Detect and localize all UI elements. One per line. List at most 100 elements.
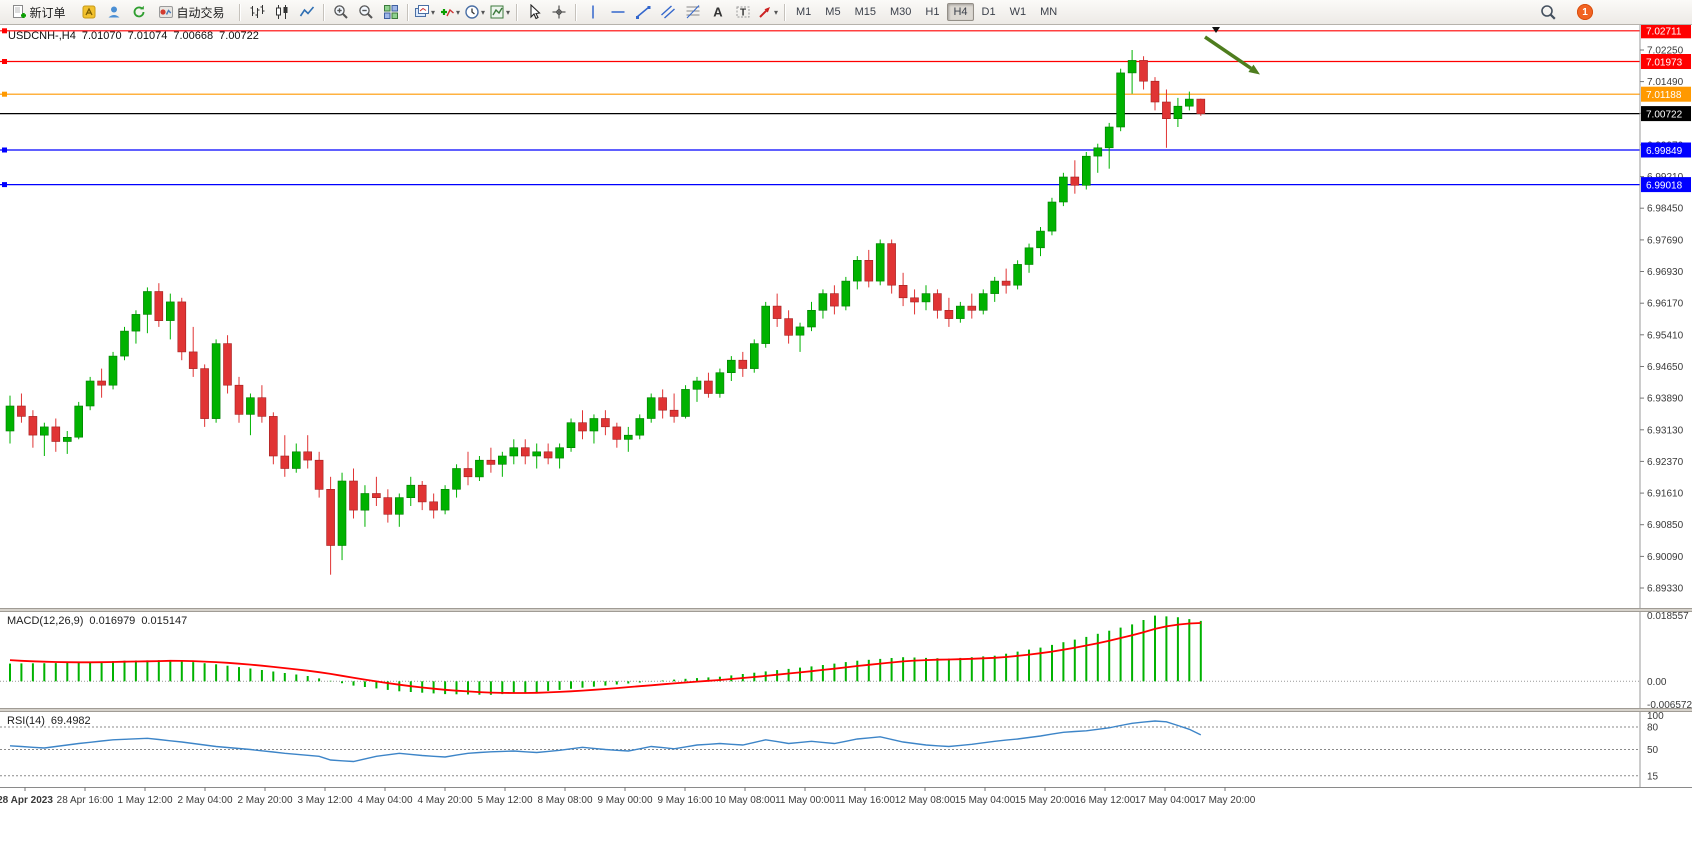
chart-canvas[interactable]: 7.022507.014907.007306.999706.992106.984… <box>0 25 1692 815</box>
new-order-button[interactable]: 新订单 <box>5 2 75 23</box>
timeframe-button-m30[interactable]: M30 <box>889 6 912 18</box>
notification-badge[interactable]: 1 <box>1577 4 1593 20</box>
price-level-label[interactable]: 6.99849 <box>1641 142 1691 158</box>
tile-windows-button[interactable] <box>379 2 402 23</box>
indicators-button[interactable]: ▾ <box>438 2 461 23</box>
rsi-value: 69.4982 <box>50 715 91 727</box>
macd-axis-label: 0.018557 <box>1647 611 1689 622</box>
timeframe-button-w1[interactable]: W1 <box>1009 6 1027 18</box>
crosshair-button[interactable] <box>547 2 570 23</box>
price-tick-label: 6.92370 <box>1647 457 1684 468</box>
chart-ohlc-title: USDCNH-,H4 7.01070 7.01074 7.00668 7.007… <box>8 30 259 42</box>
new-order-label: 新订单 <box>29 5 66 20</box>
svg-text:7.01973: 7.01973 <box>1646 57 1683 68</box>
bar-chart-button[interactable] <box>245 2 268 23</box>
cursor-button[interactable] <box>522 2 545 23</box>
svg-text:T: T <box>739 8 745 19</box>
line-chart-button[interactable] <box>295 2 318 23</box>
resistance-line[interactable] <box>0 28 1640 34</box>
line-handle[interactable] <box>2 182 7 188</box>
chart-low-value: 7.00668 <box>173 30 214 42</box>
toolbar-separator <box>516 3 517 21</box>
rsi-axis-label: 100 <box>1647 711 1664 722</box>
trend-arrow-annotation[interactable] <box>1204 35 1260 75</box>
timeframe-button-d1[interactable]: D1 <box>981 6 996 18</box>
macd-histogram <box>9 615 1202 695</box>
new-chart-button[interactable]: ▾ <box>413 2 436 23</box>
time-label: 9 May 00:00 <box>597 795 652 806</box>
refresh-button[interactable] <box>127 2 150 23</box>
time-label: 2 May 20:00 <box>237 795 292 806</box>
price-level-label[interactable]: 6.99018 <box>1641 177 1691 193</box>
fibonacci-button[interactable] <box>681 2 704 23</box>
price-level-label[interactable]: 7.02711 <box>1641 25 1691 39</box>
price-level-label[interactable]: 7.01188 <box>1641 86 1691 102</box>
bar-chart-icon <box>250 5 264 18</box>
pane-divider[interactable] <box>0 708 1692 712</box>
time-label: 11 May 00:00 <box>775 795 835 806</box>
line-handle[interactable] <box>2 59 7 64</box>
time-label: 10 May 08:00 <box>715 795 776 806</box>
svg-text:7.00722: 7.00722 <box>1646 109 1683 120</box>
search-button[interactable] <box>1537 2 1560 23</box>
level-line[interactable] <box>0 91 1640 97</box>
templates-button[interactable]: ▾ <box>488 2 511 23</box>
chart-shift-marker[interactable] <box>1212 27 1220 33</box>
rsi-axis-label: 15 <box>1647 771 1659 782</box>
line-handle[interactable] <box>2 91 7 97</box>
vertical-line-button[interactable] <box>581 2 604 23</box>
price-tick-label: 7.01490 <box>1647 77 1684 88</box>
notification-count: 1 <box>1582 6 1588 18</box>
timeframe-button-m5[interactable]: M5 <box>825 6 841 18</box>
new-chart-icon <box>414 5 429 17</box>
text-label-button[interactable]: T <box>731 2 754 23</box>
svg-text:7.02711: 7.02711 <box>1646 27 1682 38</box>
pane-divider[interactable] <box>0 608 1692 612</box>
equidistant-channel-button[interactable] <box>656 2 679 23</box>
periods-button[interactable]: ▾ <box>463 2 486 23</box>
support-line[interactable] <box>0 182 1640 188</box>
trendline-button[interactable] <box>631 2 654 23</box>
arrows-button[interactable]: ▾ <box>756 2 779 23</box>
price-level-label[interactable]: 7.01973 <box>1641 54 1691 69</box>
line-handle[interactable] <box>2 147 7 153</box>
dropdown-caret-icon: ▾ <box>455 7 460 17</box>
time-label: 28 Apr 2023 <box>0 795 53 806</box>
time-label: 8 May 08:00 <box>537 795 592 806</box>
time-axis[interactable]: 28 Apr 2023 28 Apr 16:00 1 May 12:00 2 May … <box>0 787 1692 806</box>
zoom-out-button[interactable] <box>354 2 377 23</box>
macd-signal-value: 0.015147 <box>141 615 188 627</box>
metaeditor-button[interactable] <box>77 2 100 23</box>
time-label: 4 May 04:00 <box>357 795 412 806</box>
zoom-in-button[interactable] <box>329 2 352 23</box>
toolbar: 新订单 自动交易 <box>0 0 1692 25</box>
resistance-line[interactable] <box>0 59 1640 64</box>
time-label: 1 May 12:00 <box>117 795 172 806</box>
svg-text:A: A <box>713 5 723 20</box>
timeframe-button-m1[interactable]: M1 <box>796 6 812 18</box>
timeframe-button-m15[interactable]: M15 <box>854 6 876 18</box>
support-line[interactable] <box>0 147 1640 153</box>
rsi-indicator-label: RSI(14) 69.4982 <box>7 715 91 727</box>
candlestick-chart-icon <box>275 5 287 19</box>
timeframe-button-h4[interactable]: H4 <box>947 3 974 21</box>
horizontal-line-button[interactable] <box>606 2 629 23</box>
line-handle[interactable] <box>2 28 7 34</box>
time-label: 15 May 20:00 <box>1015 795 1076 806</box>
community-button[interactable] <box>102 2 125 23</box>
price-tick-label: 6.98450 <box>1647 204 1684 215</box>
candlestick-chart-button[interactable] <box>270 2 293 23</box>
macd-name: MACD(12,26,9) <box>7 615 84 627</box>
templates-icon <box>490 5 504 19</box>
timeframe-button-mn[interactable]: MN <box>1040 6 1058 18</box>
candlestick-series[interactable] <box>5 50 1206 575</box>
text-button[interactable]: A <box>706 2 729 23</box>
price-tick-label: 6.96930 <box>1647 267 1684 278</box>
autotrading-button[interactable]: 自动交易 <box>152 2 234 23</box>
price-tick-label: 6.95410 <box>1647 330 1684 341</box>
price-level-label[interactable]: 7.00722 <box>1641 106 1691 122</box>
timeframe-button-h1[interactable]: H1 <box>925 6 940 18</box>
price-tick-label: 6.96170 <box>1647 299 1684 310</box>
rsi-name: RSI(14) <box>7 715 45 727</box>
rsi-axis-label: 50 <box>1647 745 1659 756</box>
